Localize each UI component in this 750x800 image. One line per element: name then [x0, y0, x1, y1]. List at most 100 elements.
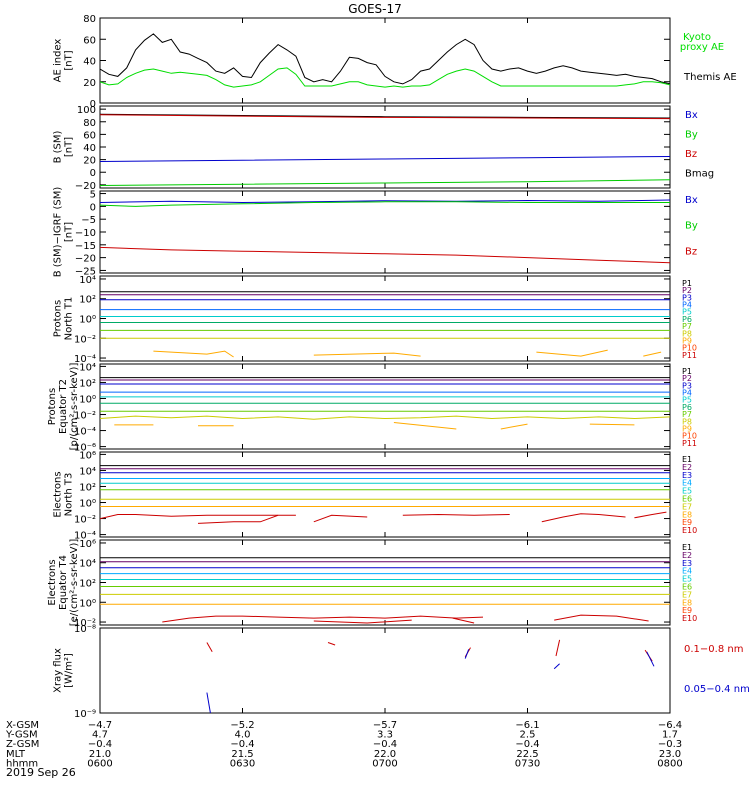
- legend-pt1-7: P8: [682, 329, 692, 338]
- series-et3-11: [402, 513, 510, 516]
- y-axis-label-et4-2: [e/(cm²-s-sr-keV)]: [69, 539, 80, 627]
- series-ae-1: [100, 67, 670, 88]
- y-axis-label-bsm-1: [nT]: [64, 137, 75, 157]
- y-axis-label-bsm-0: B (SM): [53, 130, 64, 163]
- legend-et3-2: E3: [682, 471, 692, 480]
- series-et4-10: [452, 617, 475, 624]
- legend-pt1-4: P5: [682, 308, 692, 317]
- date-label: 2019 Sep 26: [6, 766, 76, 779]
- series-bigrf-2: [100, 246, 670, 264]
- orbit-row-value-0-0: −4.7: [88, 720, 112, 731]
- orbit-row-value-3-0: 21.0: [89, 749, 111, 760]
- y-axis-label-xray-0: Xray flux: [53, 648, 64, 693]
- series-bsm-2: [100, 156, 670, 162]
- series-bigrf-0: [100, 199, 670, 204]
- legend-et3-5: E6: [682, 495, 692, 504]
- y-tick-label-ae-1: 20: [83, 78, 96, 89]
- series-xray-0: [206, 642, 213, 653]
- orbit-row-value-2-1: −0.4: [230, 739, 254, 750]
- y-tick-label-ae-2: 40: [83, 57, 96, 68]
- orbit-row-value-2-3: −0.4: [515, 739, 539, 750]
- y-tick-label-et3-3: 10²: [79, 482, 96, 493]
- series-bsm-3: [100, 179, 670, 186]
- y-axis-label-et3-0: Electrons: [53, 471, 64, 517]
- y-tick-label-pt2-1: 10⁻⁴: [74, 427, 96, 438]
- orbit-row-value-0-1: −5.2: [230, 720, 254, 731]
- series-bigrf-1: [100, 201, 670, 207]
- series-et3-13: [634, 511, 667, 519]
- orbit-row-value-2-0: −0.4: [88, 739, 112, 750]
- y-tick-label-pt1-2: 10⁰: [79, 315, 96, 326]
- y-tick-label-bigrf-5: 0: [90, 202, 96, 213]
- panel-frame-bigrf: [99, 190, 671, 274]
- y-tick-label-et3-5: 10⁶: [79, 450, 96, 461]
- y-axis-label-et4-0: Electrons: [47, 559, 58, 605]
- series-xray-7: [553, 663, 560, 670]
- y-tick-label-bigrf-0: −25: [75, 266, 96, 277]
- y-tick-label-bigrf-4: −5: [81, 215, 96, 226]
- legend-et4-2: E3: [682, 559, 692, 568]
- y-axis-label-bigrf-1: [nT]: [64, 222, 75, 242]
- orbit-row-value-2-4: −0.3: [658, 739, 682, 750]
- orbit-row-value-3-3: 22.5: [516, 749, 538, 760]
- y-tick-label-bsm-3: 40: [83, 143, 96, 154]
- orbit-row-value-2-2: −0.4: [373, 739, 397, 750]
- legend-et4-4: E5: [682, 575, 692, 584]
- legend-pt1-2: P3: [682, 293, 692, 302]
- y-tick-label-et4-1: 10⁰: [79, 598, 96, 609]
- legend-xray-1: 0.05−0.4 nm: [684, 684, 750, 695]
- legend-bigrf-2: Bz: [685, 246, 697, 257]
- orbit-row-value-3-1: 21.5: [231, 749, 253, 760]
- orbit-row-value-0-2: −5.7: [373, 720, 397, 731]
- series-xray-3: [555, 639, 561, 657]
- y-tick-label-et3-1: 10⁻²: [74, 515, 96, 526]
- series-pt2-11: [500, 423, 528, 430]
- series-xray-1: [327, 642, 336, 646]
- orbit-row-value-1-3: 2.5: [520, 730, 536, 741]
- orbit-row-value-1-0: 4.7: [92, 730, 108, 741]
- legend-pt2-6: P7: [682, 410, 692, 419]
- y-axis-label-pt2-2: [p/(cm²-s-sr-keV)]: [69, 363, 80, 451]
- legend-pt1-9: P10: [682, 344, 697, 353]
- y-tick-label-pt2-0: 10⁻⁶: [74, 443, 96, 454]
- legend-pt2-4: P5: [682, 396, 692, 405]
- legend-et3-4: E5: [682, 487, 692, 496]
- y-axis-label-ae-1: [nT]: [64, 50, 75, 70]
- legend-pt1-1: P2: [682, 286, 692, 295]
- legend-bsm-3: Bmag: [685, 169, 714, 180]
- y-tick-label-et3-4: 10⁴: [79, 466, 96, 477]
- y-tick-label-bsm-5: 80: [83, 118, 96, 129]
- legend-et3-9: E10: [682, 526, 697, 535]
- y-tick-label-bigrf-6: 5: [90, 190, 96, 201]
- legend-pt1-3: P4: [682, 301, 692, 310]
- y-axis-label-bigrf-0: B (SM)−IGRF (SM): [53, 187, 64, 278]
- orbit-row-value-1-1: 4.0: [235, 730, 251, 741]
- y-tick-label-ae-3: 60: [83, 35, 96, 46]
- series-et3-10: [313, 514, 368, 523]
- panel-frame-xray: [99, 627, 671, 714]
- y-tick-label-et3-2: 10⁰: [79, 499, 96, 510]
- y-axis-label-et3-1: North T3: [64, 473, 75, 517]
- legend-pt1-10: P11: [682, 351, 697, 360]
- legend-et4-6: E7: [682, 590, 692, 599]
- series-pt1-9: [313, 352, 421, 357]
- y-tick-label-pt1-4: 10⁴: [79, 275, 96, 286]
- y-tick-label-pt2-3: 10⁰: [79, 394, 96, 405]
- orbit-row-value-4-2: 0700: [372, 758, 397, 769]
- orbit-row-label-2: Z-GSM: [6, 739, 39, 750]
- legend-pt2-0: P1: [682, 367, 692, 376]
- series-et3-9: [197, 514, 296, 524]
- orbit-row-value-1-2: 3.3: [377, 730, 393, 741]
- y-tick-label-ae-4: 80: [83, 14, 96, 25]
- series-ae-0: [100, 33, 670, 85]
- panel-frame-pt1: [99, 275, 671, 362]
- y-axis-label-pt1-1: North T1: [64, 297, 75, 341]
- y-tick-label-bigrf-1: −20: [75, 254, 96, 265]
- legend-pt1-0: P1: [682, 279, 692, 288]
- panel-frame-et3: [99, 451, 671, 538]
- legend-et3-3: E4: [682, 479, 692, 488]
- y-tick-label-et4-2: 10²: [79, 579, 96, 590]
- y-tick-label-bsm-1: 0: [90, 168, 96, 179]
- y-tick-label-pt1-0: 10⁻⁴: [74, 354, 96, 365]
